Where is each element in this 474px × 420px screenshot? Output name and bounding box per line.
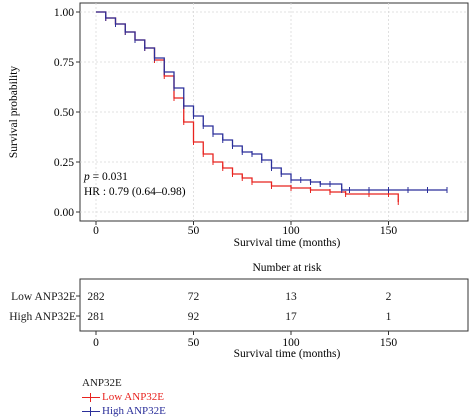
risk-x-axis-label: Survival time (months) [234, 348, 341, 360]
x-axis-ticks: 0 50 100 150 [93, 221, 397, 237]
risk-count: 2 [386, 291, 392, 303]
gridlines [80, 3, 468, 221]
risk-count: 282 [87, 291, 105, 303]
y-tick-label: 0.75 [54, 57, 74, 69]
y-tick-label: 0.50 [54, 107, 74, 119]
y-axis-label: Survival probability [8, 66, 20, 159]
y-tick-label: 0.00 [54, 207, 74, 219]
y-axis-ticks: 0.00 0.25 0.50 0.75 1.00 [54, 7, 80, 219]
risk-count: 17 [285, 311, 297, 323]
survival-plot: 0.00 0.25 0.50 0.75 1.00 0 50 100 150 Survival … [8, 2, 469, 249]
legend-label-high: High ANP32E [102, 405, 166, 417]
legend: ANP32E Low ANP32E High ANP32E [82, 376, 166, 418]
x-tick-label: 0 [93, 225, 99, 237]
y-tick-label: 0.25 [54, 157, 74, 169]
x-tick-label: 50 [188, 225, 200, 237]
x-axis-label: Survival time (months) [234, 237, 341, 249]
risk-count: 1 [386, 311, 392, 323]
risk-x-tick-label: 0 [93, 337, 99, 349]
risk-count: 92 [188, 311, 200, 323]
risk-x-tick-label: 150 [380, 337, 398, 349]
p-symbol: p [83, 171, 90, 183]
risk-table: Number at risk Low ANP32E 282 72 13 2 High AN… [9, 262, 469, 360]
risk-x-tick-label: 100 [282, 337, 300, 349]
risk-table-content: Low ANP32E 282 72 13 2 High ANP32E 281 92 17 1 0 50… [9, 291, 397, 349]
x-tick-label: 100 [282, 225, 300, 237]
legend-label-low: Low ANP32E [102, 391, 165, 403]
p-value: = 0.031 [90, 171, 128, 183]
x-tick-label: 150 [380, 225, 398, 237]
risk-count: 72 [188, 291, 200, 303]
legend-swatch-low [82, 392, 100, 402]
risk-table-panel [79, 278, 469, 332]
p-value-annotation: p = 0.031 [83, 171, 128, 183]
legend-item-high: High ANP32E [82, 404, 166, 418]
risk-count: 13 [285, 291, 297, 303]
legend-swatch-high [82, 406, 100, 416]
survival-curves [96, 11, 448, 205]
risk-count: 281 [87, 311, 105, 323]
risk-row-label: High ANP32E [9, 311, 76, 323]
legend-item-low: Low ANP32E [82, 390, 166, 404]
risk-row-label: Low ANP32E [11, 291, 76, 303]
risk-x-tick-label: 50 [188, 337, 200, 349]
risk-table-title: Number at risk [253, 262, 322, 274]
hr-annotation: HR : 0.79 (0.64–0.98) [84, 186, 186, 198]
legend-title: ANP32E [82, 377, 122, 389]
y-tick-label: 1.00 [54, 7, 74, 19]
